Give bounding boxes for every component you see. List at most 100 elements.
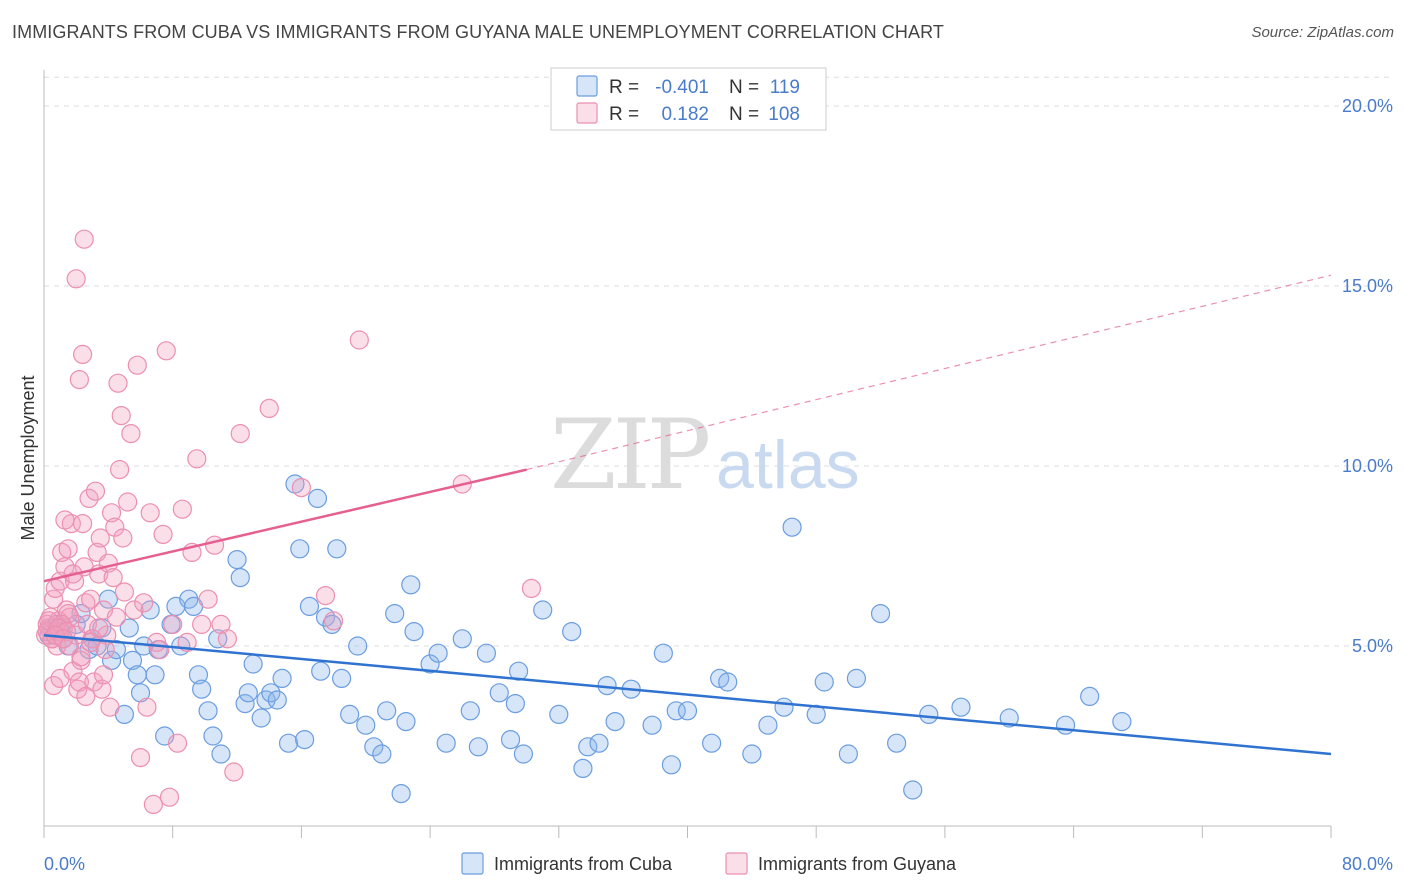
guyana-point	[323, 611, 344, 631]
guyana-point	[73, 513, 93, 534]
guyana-point	[64, 571, 85, 591]
legend-r-value-cuba: -0.401	[655, 77, 709, 98]
guyana-point	[204, 535, 225, 555]
cuba-point	[505, 693, 525, 714]
guyana-point	[89, 618, 109, 638]
guyana-point	[192, 614, 212, 635]
cuba-point	[203, 726, 223, 746]
bottom-legend-label-guyana: Immigrants from Guyana	[758, 854, 957, 874]
y-tick-label: 20.0%	[1342, 96, 1393, 116]
cuba-point	[846, 668, 867, 689]
cuba-point	[903, 780, 923, 800]
y-tick-label: 5.0%	[1352, 636, 1393, 656]
cuba-point	[677, 701, 698, 721]
guyana-point	[153, 524, 173, 545]
cuba-point	[327, 539, 347, 559]
cuba-point	[401, 575, 421, 595]
guyana-point	[105, 517, 125, 537]
cuba-point	[145, 665, 165, 685]
cuba-point	[235, 693, 255, 714]
guyana-point	[92, 679, 112, 699]
guyana-point	[217, 629, 237, 649]
cuba-point	[285, 474, 305, 494]
legend-n-label-cuba: N =	[729, 77, 759, 98]
cuba-point	[404, 621, 424, 642]
cuba-point	[198, 701, 218, 721]
watermark: ZIP atlas	[550, 399, 860, 511]
cuba-point	[999, 708, 1019, 728]
guyana-point	[103, 567, 123, 588]
chart-source: Source: ZipAtlas.com	[1251, 24, 1394, 41]
guyana-point	[114, 582, 135, 602]
legend-n-label-guyana: N =	[729, 104, 759, 125]
cuba-point	[500, 729, 521, 750]
guyana-point	[211, 614, 231, 635]
guyana-point	[79, 488, 99, 508]
cuba-point	[702, 733, 722, 753]
cuba-point	[243, 654, 263, 674]
guyana-trend-line	[43, 468, 527, 583]
guyana-point	[259, 398, 279, 418]
guyana-point	[134, 593, 154, 613]
guyana-point	[118, 492, 138, 512]
cuba-point	[1112, 711, 1132, 732]
bottom-legend-label-cuba: Immigrants from Cuba	[494, 854, 673, 874]
cuba-point	[774, 697, 794, 717]
y-tick-label: 15.0%	[1342, 276, 1393, 296]
guyana-point	[69, 370, 89, 390]
cuba-point	[119, 618, 139, 638]
trend-lines	[43, 274, 1332, 756]
guyana-point	[163, 614, 183, 635]
cuba-point	[420, 654, 440, 674]
legend-n-value-guyana: 108	[768, 104, 800, 125]
guyana-point	[90, 528, 110, 548]
cuba-point	[742, 744, 762, 764]
cuba-point	[364, 737, 384, 757]
cuba-point	[513, 744, 534, 764]
guyana-point	[110, 460, 130, 480]
cuba-point	[299, 596, 320, 617]
cuba-point	[251, 708, 271, 728]
cuba-point	[1055, 715, 1076, 735]
cuba-point	[396, 711, 416, 732]
cuba-point	[348, 636, 368, 656]
cuba-point	[758, 715, 778, 735]
guyana-point	[73, 344, 93, 364]
y-axis-title: Male Unemployment	[18, 375, 38, 540]
guyana-point	[124, 600, 144, 620]
cuba-point	[261, 683, 281, 703]
cuba-point	[476, 643, 497, 663]
guyana-point	[66, 269, 86, 289]
guyana-point	[106, 607, 126, 627]
cuba-point	[573, 758, 593, 779]
cuba-point	[211, 744, 231, 764]
cuba-point	[272, 668, 292, 689]
guyana-point	[187, 449, 207, 469]
cuba-point	[428, 643, 448, 663]
guyana-point	[156, 341, 176, 361]
guyana-point	[113, 528, 133, 548]
cuba-point	[436, 733, 456, 753]
x-tick-label-max: 80.0%	[1342, 854, 1393, 874]
cuba-point	[311, 661, 331, 681]
guyana-point	[81, 589, 101, 609]
cuba-point	[838, 744, 858, 764]
cuba-point	[919, 704, 939, 725]
legend-swatch-cuba	[576, 75, 598, 97]
cuba-point	[140, 600, 160, 620]
cuba-point	[642, 715, 662, 735]
guyana-point	[315, 585, 336, 606]
cuba-point	[887, 733, 907, 753]
legend-r-label-guyana: R =	[609, 104, 639, 125]
guyana-point	[55, 510, 75, 530]
guyana-trend-line-extension	[526, 274, 1332, 471]
chart-title: IMMIGRANTS FROM CUBA VS IMMIGRANTS FROM …	[12, 22, 944, 42]
guyana-point	[69, 672, 89, 692]
guyana-point	[58, 539, 78, 559]
guyana-point	[140, 503, 160, 523]
cuba-point	[870, 603, 891, 624]
guyana-point	[68, 679, 88, 699]
cuba-point	[101, 650, 122, 671]
cuba-point	[718, 672, 738, 692]
